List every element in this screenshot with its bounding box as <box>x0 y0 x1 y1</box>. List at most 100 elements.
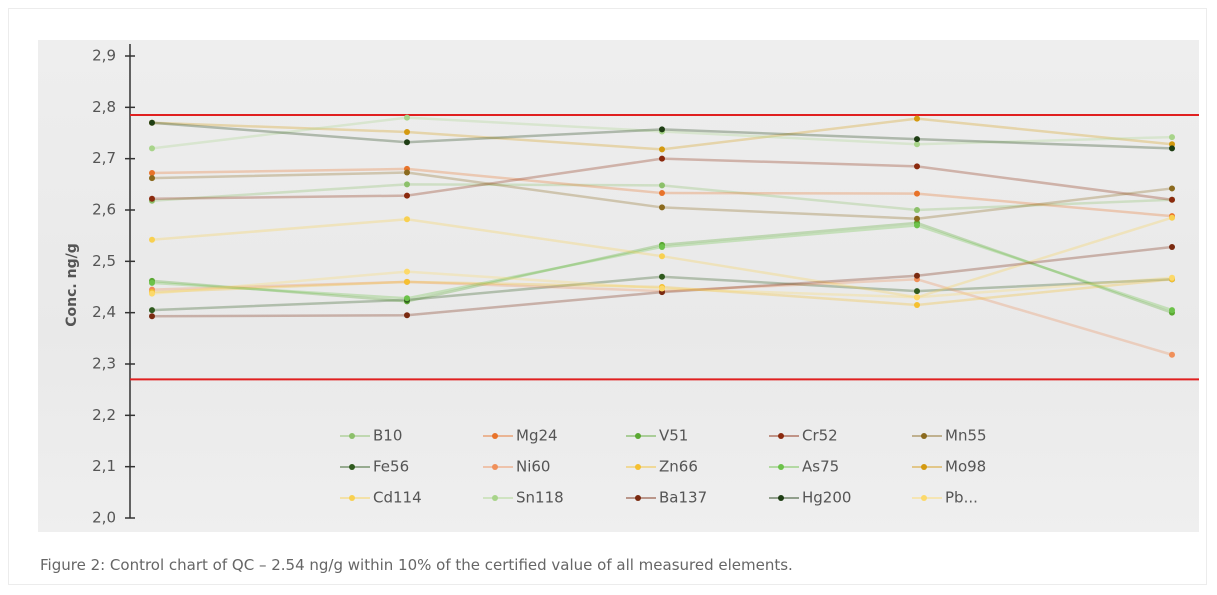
data-point <box>149 195 155 202</box>
data-point <box>659 182 665 189</box>
data-point <box>659 253 665 260</box>
data-point <box>1169 243 1175 250</box>
y-tick-label: 2,2 <box>92 406 116 424</box>
legend-label: Mn55 <box>945 427 987 445</box>
data-point <box>404 278 410 285</box>
data-point <box>659 285 665 292</box>
data-point <box>659 190 665 197</box>
data-point <box>149 279 155 286</box>
legend-dot <box>778 433 784 439</box>
legend-label: As75 <box>802 458 839 476</box>
data-point <box>404 192 410 199</box>
legend-label: Mg24 <box>516 427 558 445</box>
data-point <box>149 175 155 182</box>
legend-label: Mo98 <box>945 458 986 476</box>
legend-label: Zn66 <box>659 458 698 476</box>
data-point <box>1169 196 1175 203</box>
series-line <box>151 221 1173 314</box>
y-tick-label: 2,4 <box>92 303 116 321</box>
legend-label: Cd114 <box>373 489 422 507</box>
data-point <box>1169 351 1175 358</box>
data-point <box>404 268 410 275</box>
data-point <box>149 290 155 297</box>
series-line <box>151 224 1173 312</box>
legend-label: Ni60 <box>516 458 550 476</box>
data-point <box>1169 145 1175 152</box>
y-axis-label: Conc. ng/g <box>64 243 80 326</box>
data-point <box>659 146 665 153</box>
data-point <box>659 155 665 162</box>
y-tick-label: 2,3 <box>92 355 116 373</box>
legend-label: Sn118 <box>516 489 564 507</box>
data-point <box>149 119 155 126</box>
data-point <box>404 295 410 302</box>
legend-dot <box>349 464 355 470</box>
y-tick-label: 2,5 <box>92 252 116 270</box>
data-point <box>1169 185 1175 192</box>
data-point <box>1169 141 1175 148</box>
data-point <box>404 216 410 223</box>
legend-label: Ba137 <box>659 489 707 507</box>
legend-dot <box>778 495 784 501</box>
y-tick-label: 2,9 <box>92 47 116 65</box>
y-tick-label: 2,7 <box>92 149 116 167</box>
data-point <box>914 215 920 222</box>
y-tick-label: 2,1 <box>92 457 116 475</box>
data-point <box>404 312 410 319</box>
data-point <box>1169 307 1175 314</box>
legend-dot <box>635 433 641 439</box>
data-point <box>914 163 920 170</box>
data-point <box>914 190 920 197</box>
legend-dot <box>635 464 641 470</box>
legend-dot <box>921 495 927 501</box>
data-point <box>659 204 665 211</box>
data-point <box>404 169 410 176</box>
legend-dot <box>921 464 927 470</box>
legend-label: B10 <box>373 427 402 445</box>
legend-dot <box>492 433 498 439</box>
data-point <box>659 243 665 250</box>
data-point <box>404 181 410 188</box>
legend-label: Hg200 <box>802 489 851 507</box>
y-tick-label: 2,6 <box>92 201 116 219</box>
data-point <box>659 126 665 133</box>
data-point <box>1169 274 1175 281</box>
legend-dot <box>921 433 927 439</box>
data-point <box>659 273 665 280</box>
legend-label: Fe56 <box>373 458 409 476</box>
legend-label: Cr52 <box>802 427 838 445</box>
frame <box>8 8 1207 585</box>
legend-dot <box>492 495 498 501</box>
data-point <box>149 307 155 314</box>
data-point <box>149 236 155 243</box>
legend-dot <box>492 464 498 470</box>
y-tick-label: 2,0 <box>92 509 116 527</box>
data-point <box>149 145 155 152</box>
legend-dot <box>349 495 355 501</box>
data-point <box>1169 134 1175 141</box>
data-point <box>914 294 920 301</box>
data-point <box>914 115 920 122</box>
data-point <box>914 136 920 143</box>
data-point <box>914 272 920 279</box>
data-point <box>914 301 920 308</box>
legend-label: V51 <box>659 427 688 445</box>
y-tick-label: 2,8 <box>92 98 116 116</box>
data-point <box>914 222 920 229</box>
data-point <box>1169 214 1175 221</box>
legend-dot <box>778 464 784 470</box>
data-point <box>149 313 155 320</box>
data-point <box>914 207 920 213</box>
data-point <box>914 288 920 295</box>
legend-dot <box>635 495 641 501</box>
data-point <box>404 128 410 135</box>
legend-label: Pb... <box>945 489 978 507</box>
data-point <box>404 139 410 146</box>
caption: Figure 2: Control chart of QC – 2.54 ng/… <box>40 556 793 574</box>
legend-dot <box>349 433 355 439</box>
chart-panel <box>38 40 1199 532</box>
data-point <box>149 170 155 177</box>
data-point <box>404 114 410 121</box>
